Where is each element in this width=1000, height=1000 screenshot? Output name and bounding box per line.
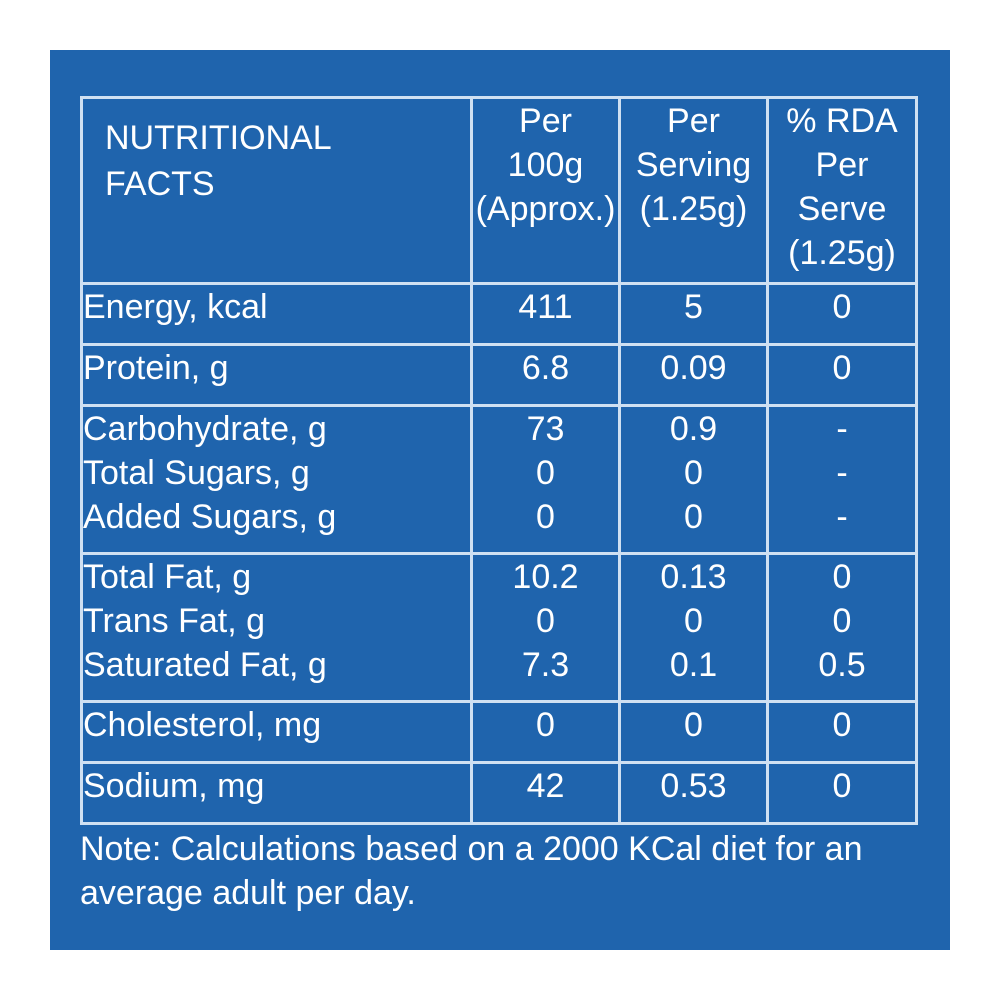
value-per-serving: 5: [618, 282, 769, 346]
value-rda: -: [836, 498, 848, 536]
row-label: Total Fat, g: [83, 558, 252, 596]
nutrition-table: NUTRITIONAL FACTS Per 100g (Approx.) Per…: [80, 96, 918, 825]
value-per-100g: 42: [470, 761, 621, 825]
table-row-energy: Energy, kcal 411 5 0: [80, 282, 918, 346]
value-rda: 0: [766, 282, 918, 346]
value-per-serving: 0: [684, 498, 703, 536]
value-rda: -: [836, 410, 848, 448]
header-rda: % RDA Per Serve (1.25g): [766, 96, 918, 285]
value-rda-group: - - -: [766, 404, 918, 555]
table-row-carbohydrate: Carbohydrate, g Total Sugars, g Added Su…: [80, 404, 918, 555]
value-per-100g-group: 10.2 0 7.3: [470, 552, 621, 703]
table-row-fat: Total Fat, g Trans Fat, g Saturated Fat,…: [80, 552, 918, 703]
value-rda: 0: [766, 761, 918, 825]
value-per-serving: 0.09: [618, 343, 769, 407]
row-label: Trans Fat, g: [83, 602, 266, 640]
value-per-serving: 0.53: [618, 761, 769, 825]
row-label: Protein, g: [80, 343, 473, 407]
header-per-serving: Per Serving (1.25g): [618, 96, 769, 285]
value-per-100g: 0: [536, 602, 555, 640]
footnote-line: Note: Calculations based on a 2000 KCal …: [80, 830, 863, 868]
value-rda: 0: [766, 700, 918, 764]
table-row-cholesterol: Cholesterol, mg 0 0 0: [80, 700, 918, 764]
value-per-serving: 0: [684, 602, 703, 640]
value-per-serving-group: 0.13 0 0.1: [618, 552, 769, 703]
value-per-serving: 0: [618, 700, 769, 764]
value-per-serving: 0.13: [660, 558, 727, 596]
row-label: Cholesterol, mg: [80, 700, 473, 764]
value-per-serving: 0.1: [669, 646, 718, 684]
value-per-100g: 0: [470, 700, 621, 764]
value-per-serving: 0.9: [669, 410, 718, 448]
row-label: Sodium, mg: [80, 761, 473, 825]
row-label: Energy, kcal: [80, 282, 473, 346]
value-per-100g-group: 73 0 0: [470, 404, 621, 555]
value-rda: 0: [832, 602, 852, 640]
header-per-100g: Per 100g (Approx.): [470, 96, 621, 285]
value-rda: 0: [766, 343, 918, 407]
value-rda: 0: [832, 558, 852, 596]
table-header-row: NUTRITIONAL FACTS Per 100g (Approx.) Per…: [80, 96, 918, 285]
value-per-100g: 0: [536, 454, 555, 492]
value-per-serving: 0: [684, 454, 703, 492]
footnote-line: average adult per day.: [80, 874, 416, 912]
row-label: Total Sugars, g: [83, 454, 310, 492]
row-label-group: Carbohydrate, g Total Sugars, g Added Su…: [80, 404, 473, 555]
value-rda-group: 0 0 0.5: [766, 552, 918, 703]
row-label: Carbohydrate, g: [83, 410, 327, 448]
value-rda: -: [836, 454, 848, 492]
value-per-100g: 10.2: [512, 558, 579, 596]
value-per-100g: 6.8: [470, 343, 621, 407]
row-label-group: Total Fat, g Trans Fat, g Saturated Fat,…: [80, 552, 473, 703]
value-per-serving-group: 0.9 0 0: [618, 404, 769, 555]
table-row-sodium: Sodium, mg 42 0.53 0: [80, 761, 918, 825]
table-row-protein: Protein, g 6.8 0.09 0: [80, 343, 918, 407]
value-per-100g: 7.3: [521, 646, 570, 684]
row-label: Added Sugars, g: [83, 498, 337, 536]
header-title: NUTRITIONAL FACTS: [80, 96, 473, 285]
value-per-100g: 411: [470, 282, 621, 346]
value-rda: 0.5: [818, 646, 866, 684]
value-per-100g: 73: [526, 410, 565, 448]
nutrition-panel: NUTRITIONAL FACTS Per 100g (Approx.) Per…: [50, 50, 950, 950]
footnote: Note: Calculations based on a 2000 KCal …: [80, 827, 920, 915]
row-label: Saturated Fat, g: [83, 646, 327, 684]
value-per-100g: 0: [536, 498, 555, 536]
